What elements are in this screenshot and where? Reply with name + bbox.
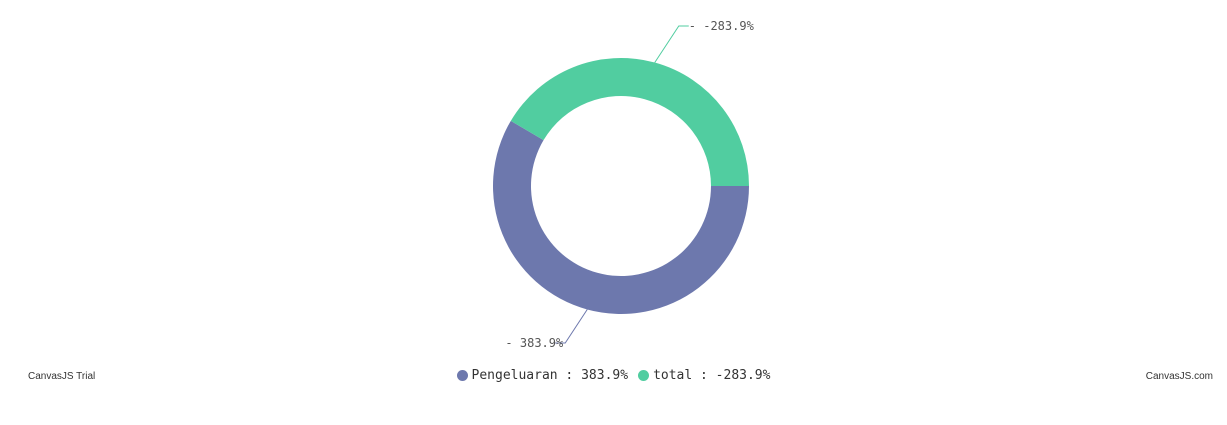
index-label-total: - -283.9% bbox=[689, 19, 755, 33]
chart-legend: Pengeluaran : 383.9% total : -283.9% bbox=[0, 365, 1227, 385]
canvasjs-credit-link[interactable]: CanvasJS.com bbox=[1145, 371, 1213, 382]
legend-marker-pengeluaran bbox=[456, 369, 468, 381]
slice-total[interactable] bbox=[510, 58, 749, 187]
legend-label-pengeluaran: Pengeluaran : 383.9% bbox=[471, 367, 629, 383]
legend-item-total[interactable]: total : -283.9% bbox=[638, 368, 770, 383]
connector-pengeluaran bbox=[555, 309, 588, 344]
legend-label-total: total : -283.9% bbox=[653, 367, 771, 383]
legend-item-pengeluaran[interactable]: Pengeluaran : 383.9% bbox=[456, 367, 629, 383]
legend-marker-total bbox=[638, 369, 650, 381]
index-label-pengeluaran: - 383.9% bbox=[505, 336, 564, 350]
connector-total bbox=[654, 25, 689, 63]
slice-pengeluaran[interactable] bbox=[493, 120, 749, 314]
canvasjs-trial-credit: CanvasJS Trial bbox=[28, 371, 96, 382]
